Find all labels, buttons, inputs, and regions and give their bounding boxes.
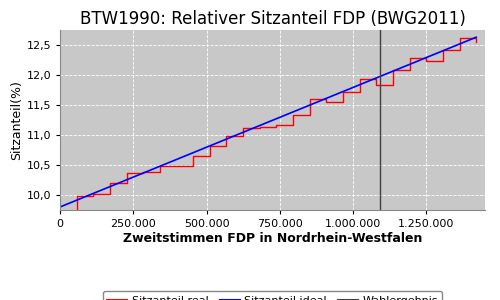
Title: BTW1990: Relativer Sitzanteil FDP (BWG2011): BTW1990: Relativer Sitzanteil FDP (BWG20… <box>80 11 466 28</box>
Sitzanteil real <box>190 154 196 158</box>
Sitzanteil ideal <box>335 92 341 95</box>
Sitzanteil ideal <box>473 35 479 39</box>
Sitzanteil real <box>473 36 479 40</box>
Sitzanteil ideal <box>246 128 252 132</box>
Line: Sitzanteil ideal: Sitzanteil ideal <box>60 37 476 207</box>
Sitzanteil real <box>473 41 479 44</box>
Sitzanteil ideal <box>164 161 170 165</box>
X-axis label: Zweitstimmen FDP in Nordrhein-Westfalen: Zweitstimmen FDP in Nordrhein-Westfalen <box>123 232 422 245</box>
Sitzanteil real <box>57 211 63 215</box>
Sitzanteil real <box>190 164 196 167</box>
Sitzanteil ideal <box>130 175 136 179</box>
Sitzanteil real <box>157 171 163 174</box>
Sitzanteil ideal <box>57 205 63 209</box>
Y-axis label: Sitzanteil(%): Sitzanteil(%) <box>10 80 24 160</box>
Sitzanteil ideal <box>370 77 376 81</box>
Sitzanteil real <box>340 101 346 104</box>
Sitzanteil real <box>356 77 362 80</box>
Line: Sitzanteil real: Sitzanteil real <box>60 38 476 213</box>
Sitzanteil real <box>456 36 462 40</box>
Sitzanteil ideal <box>302 105 308 109</box>
Legend: Sitzanteil real, Sitzanteil ideal, Wahlergebnis: Sitzanteil real, Sitzanteil ideal, Wahle… <box>103 291 442 300</box>
